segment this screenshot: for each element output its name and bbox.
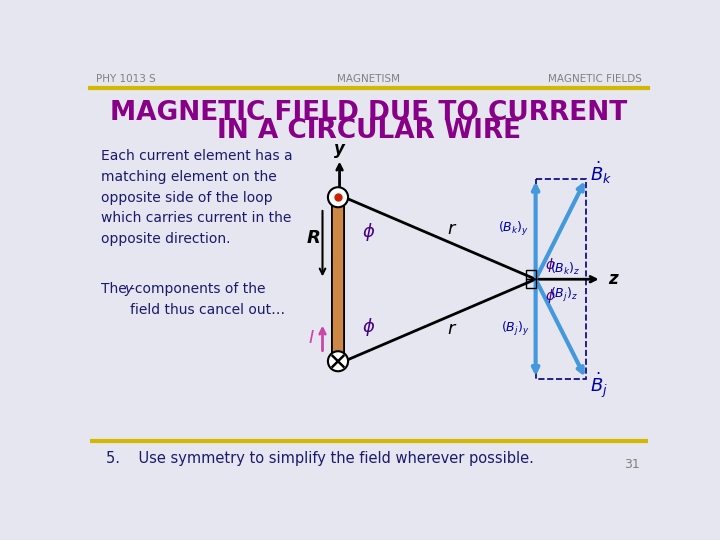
Text: MAGNETIC FIELD DUE TO CURRENT: MAGNETIC FIELD DUE TO CURRENT <box>110 99 628 125</box>
Circle shape <box>328 351 348 372</box>
Bar <box>526 270 536 279</box>
Text: R: R <box>306 230 320 247</box>
Text: -components of the
field thus cancel out…: -components of the field thus cancel out… <box>130 282 285 316</box>
Text: 31: 31 <box>624 458 640 471</box>
Text: Each current element has a
matching element on the
opposite side of the loop
whi: Each current element has a matching elem… <box>101 150 292 246</box>
Text: y: y <box>124 282 132 296</box>
Bar <box>536 179 586 379</box>
Bar <box>332 197 344 361</box>
Text: $(B_j)_y$: $(B_j)_y$ <box>501 320 529 338</box>
Text: PHY 1013 S: PHY 1013 S <box>96 73 156 84</box>
Text: $\dot{B}_k$: $\dot{B}_k$ <box>590 159 612 186</box>
Text: $\dot{B}_j$: $\dot{B}_j$ <box>590 370 608 400</box>
FancyBboxPatch shape <box>332 197 344 361</box>
Text: 5.    Use symmetry to simplify the field wherever possible.: 5. Use symmetry to simplify the field wh… <box>106 451 534 467</box>
Text: $(B_j)_z$: $(B_j)_z$ <box>549 286 577 303</box>
Bar <box>526 279 536 288</box>
Text: $\phi$: $\phi$ <box>545 256 556 274</box>
Circle shape <box>328 187 348 207</box>
Text: IN A CIRCULAR WIRE: IN A CIRCULAR WIRE <box>217 118 521 144</box>
Text: $\phi$: $\phi$ <box>362 221 376 243</box>
Text: z: z <box>608 270 617 288</box>
Text: The: The <box>101 282 131 296</box>
Text: MAGNETISM: MAGNETISM <box>338 73 400 84</box>
Text: $(B_k)_y$: $(B_k)_y$ <box>498 220 529 238</box>
Text: r: r <box>448 220 455 238</box>
Text: $(B_k)_z$: $(B_k)_z$ <box>549 260 580 276</box>
Text: r: r <box>448 320 455 339</box>
Text: I: I <box>308 329 313 347</box>
Text: $\phi$: $\phi$ <box>545 287 556 305</box>
Text: $\phi$: $\phi$ <box>362 315 376 338</box>
Text: MAGNETIC FIELDS: MAGNETIC FIELDS <box>548 73 642 84</box>
Text: y: y <box>334 140 345 159</box>
